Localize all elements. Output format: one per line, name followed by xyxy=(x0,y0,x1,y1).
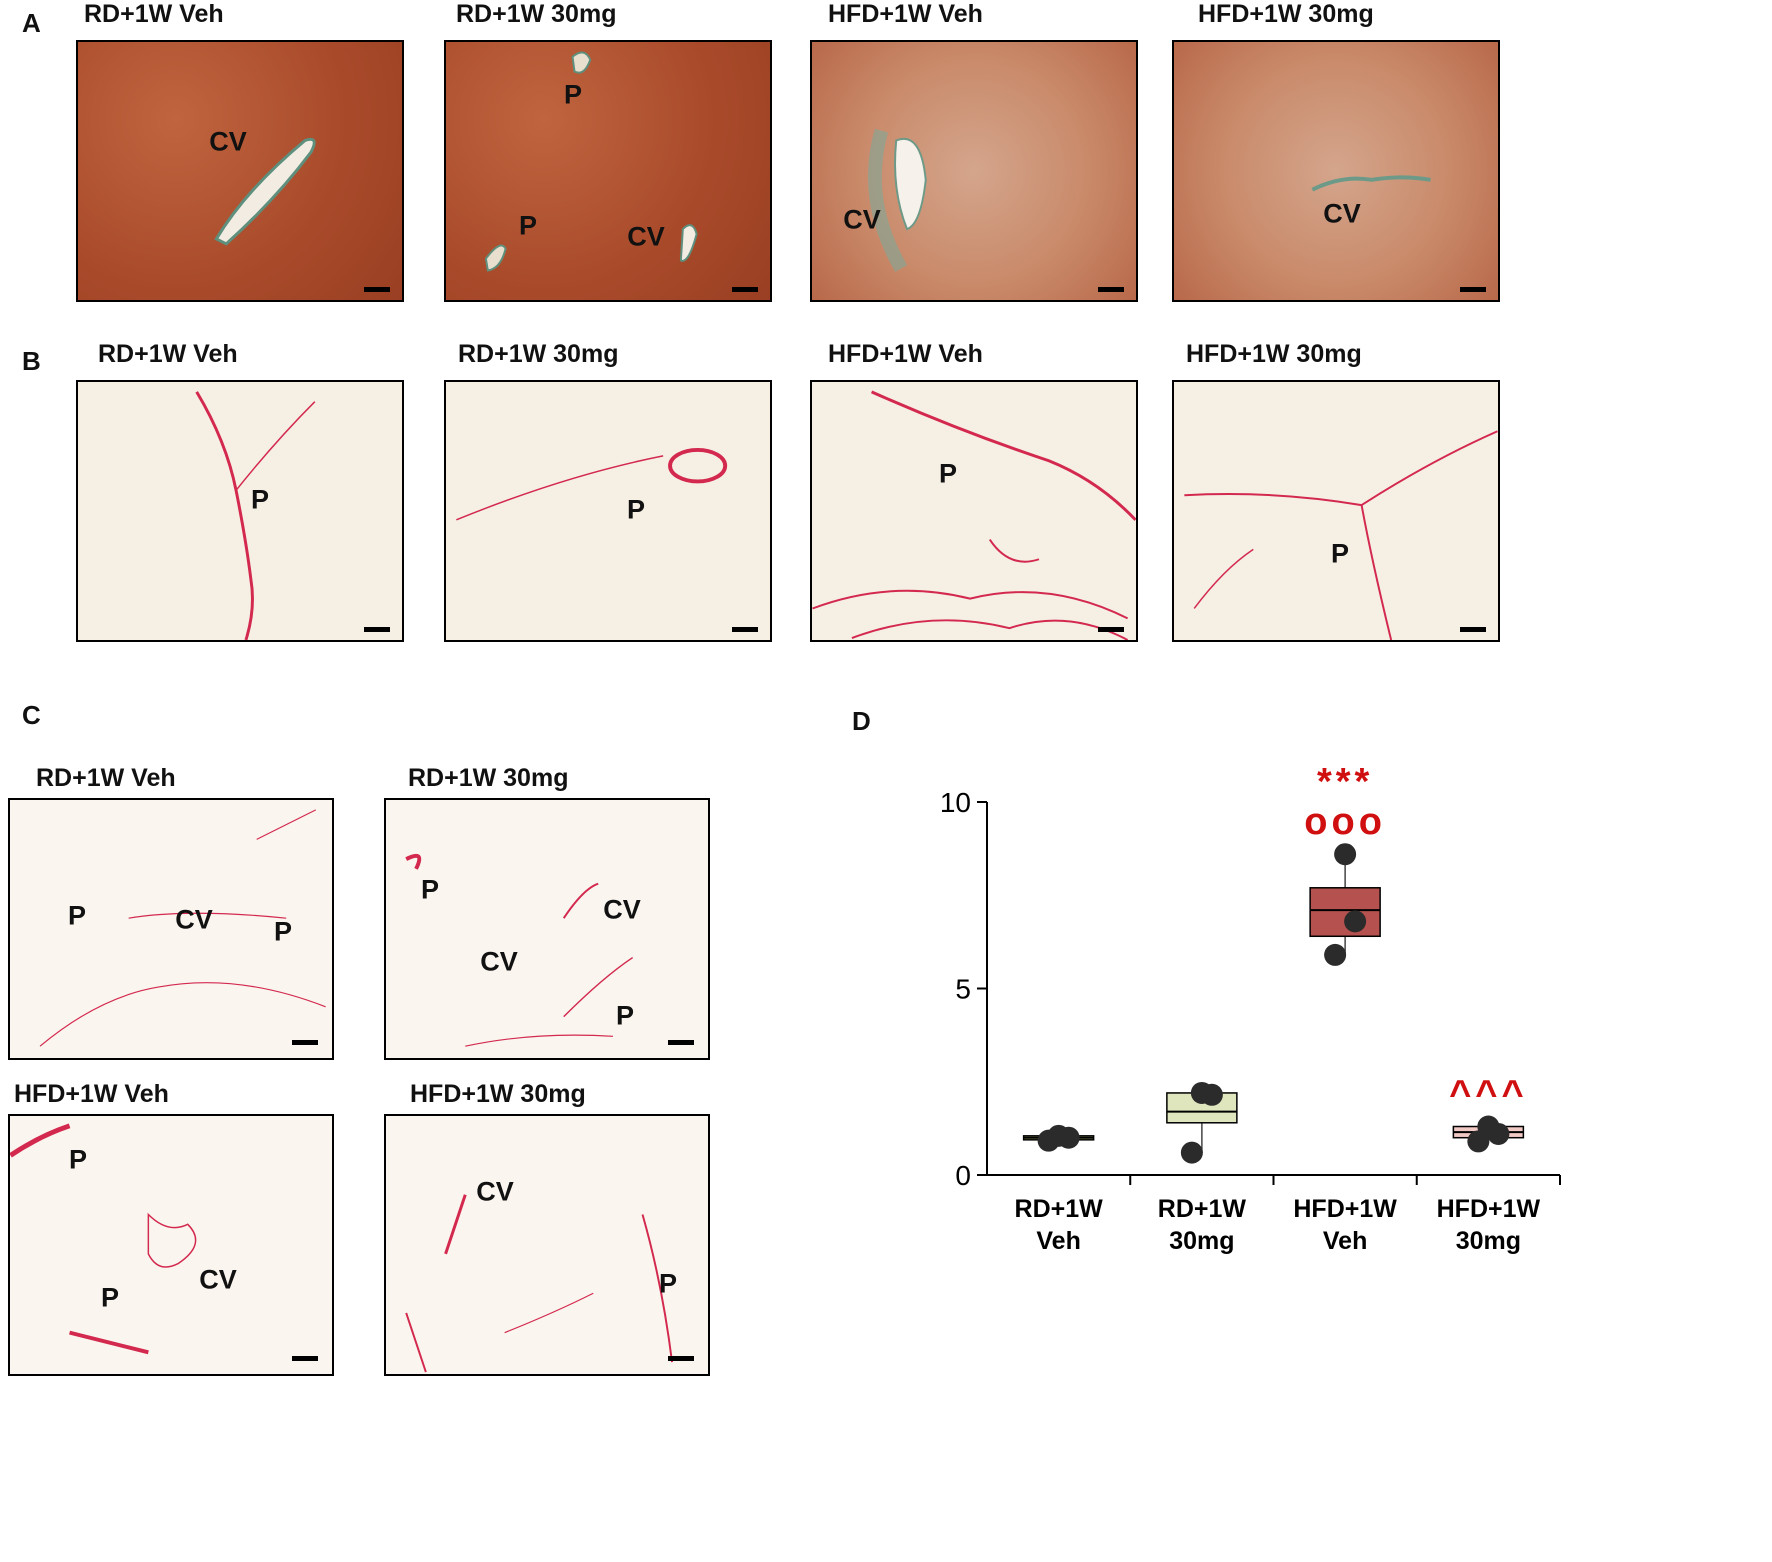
row-b-title-2: RD+1W 30mg xyxy=(458,340,619,368)
scale-bar xyxy=(292,1356,318,1361)
panel-letter-c: C xyxy=(22,700,41,730)
collagen-illustration xyxy=(39,809,326,1047)
vein-illustration xyxy=(868,128,927,272)
label-cv: CV xyxy=(175,904,213,935)
collagen-illustration xyxy=(456,447,728,521)
micrograph-a4: CV xyxy=(1172,40,1500,302)
scale-bar xyxy=(292,1040,318,1045)
row-a-title-2: RD+1W 30mg xyxy=(456,0,617,28)
label-p: P xyxy=(518,210,538,241)
significance-marker: *** xyxy=(1317,761,1373,803)
x-tick-label: RD+1W xyxy=(1158,1195,1247,1223)
micrograph-b4: P xyxy=(1172,380,1500,642)
data-point xyxy=(1334,843,1357,866)
collagen-illustration xyxy=(405,853,634,1047)
micrograph-b2: P xyxy=(444,380,772,642)
row-b-title-4: HFD+1W 30mg xyxy=(1186,340,1362,368)
micrograph-a3: CV xyxy=(810,40,1138,302)
label-p: P xyxy=(100,1282,120,1313)
scale-bar xyxy=(1098,287,1124,292)
y-tick-label: 10 xyxy=(940,787,971,818)
data-point xyxy=(1344,910,1367,933)
row-b-title-1: RD+1W Veh xyxy=(98,340,238,368)
x-tick-label: HFD+1W xyxy=(1293,1195,1397,1223)
label-cv: CV xyxy=(209,126,247,157)
x-tick-label: Veh xyxy=(1323,1227,1367,1255)
data-point xyxy=(1180,1141,1203,1164)
collagen-illustration xyxy=(10,1123,197,1355)
label-p: P xyxy=(420,874,440,905)
scale-bar xyxy=(1098,627,1124,632)
label-cv: CV xyxy=(603,894,641,925)
scale-bar xyxy=(732,627,758,632)
significance-marker: ^^^ xyxy=(1449,1074,1528,1116)
label-p: P xyxy=(615,1000,635,1031)
row-c-title-3: HFD+1W Veh xyxy=(14,1080,169,1108)
label-cv: CV xyxy=(1323,198,1361,229)
data-point xyxy=(1477,1115,1500,1138)
data-point xyxy=(1190,1081,1213,1104)
label-p: P xyxy=(563,79,583,110)
scale-bar xyxy=(732,287,758,292)
row-a-title-4: HFD+1W 30mg xyxy=(1198,0,1374,28)
scale-bar xyxy=(668,1356,694,1361)
collagen-illustration xyxy=(1184,430,1498,640)
vein-illustration xyxy=(484,51,698,272)
row-c-title-4: HFD+1W 30mg xyxy=(410,1080,586,1108)
row-b-title-3: HFD+1W Veh xyxy=(828,340,983,368)
y-tick-label: 5 xyxy=(955,974,971,1005)
label-p: P xyxy=(626,494,646,525)
label-cv: CV xyxy=(627,221,665,252)
label-cv: CV xyxy=(480,946,518,977)
data-point xyxy=(1047,1124,1070,1147)
panel-letter-d: D xyxy=(852,706,871,736)
micrograph-c2: P CV CV P xyxy=(384,798,710,1060)
micrograph-b3: P xyxy=(810,380,1138,642)
box xyxy=(1309,887,1381,938)
micrograph-a1: CV xyxy=(76,40,404,302)
label-p: P xyxy=(250,484,270,515)
row-c-title-2: RD+1W 30mg xyxy=(408,764,569,792)
micrograph-b1: P xyxy=(76,380,404,642)
x-tick-label: 30mg xyxy=(1456,1227,1521,1255)
collagen-illustration xyxy=(195,391,316,640)
x-tick-label: HFD+1W xyxy=(1437,1195,1541,1223)
x-tick-label: Veh xyxy=(1036,1227,1080,1255)
row-c-title-1: RD+1W Veh xyxy=(36,764,176,792)
collagen-illustration xyxy=(405,1194,674,1373)
label-p: P xyxy=(658,1268,678,1299)
scale-bar xyxy=(668,1040,694,1045)
micrograph-a2: P P CV xyxy=(444,40,772,302)
label-cv: CV xyxy=(843,204,881,235)
label-p: P xyxy=(67,900,87,931)
label-cv: CV xyxy=(199,1264,237,1295)
x-tick-label: 30mg xyxy=(1169,1227,1234,1255)
label-p: P xyxy=(938,458,958,489)
micrograph-c4: CV P xyxy=(384,1114,710,1376)
y-tick-label: 0 xyxy=(955,1160,971,1191)
label-p: P xyxy=(68,1144,88,1175)
row-a-title-3: HFD+1W Veh xyxy=(828,0,983,28)
panel-letter-b: B xyxy=(22,346,41,376)
data-point xyxy=(1324,943,1347,966)
panel-letter-a: A xyxy=(22,8,41,38)
fibrosis-box-plot: 0 5 10 RD+1W Veh RD+1W 30mg HFD+1W Veh HFD+1W 30mg… xyxy=(940,761,1561,1255)
scale-bar xyxy=(1460,627,1486,632)
significance-marker: ooo xyxy=(1304,801,1386,843)
x-tick-label: RD+1W xyxy=(1015,1195,1104,1223)
label-p: P xyxy=(1330,538,1350,569)
label-p: P xyxy=(273,916,293,947)
row-a-title-1: RD+1W Veh xyxy=(84,0,224,28)
collagen-illustration xyxy=(812,390,1136,640)
micrograph-c3: P CV P xyxy=(8,1114,334,1376)
label-cv: CV xyxy=(476,1176,514,1207)
vein-illustration xyxy=(1311,175,1431,192)
scale-bar xyxy=(364,287,390,292)
scale-bar xyxy=(364,627,390,632)
scale-bar xyxy=(1460,287,1486,292)
vein-illustration xyxy=(214,137,316,246)
micrograph-c1: P CV P xyxy=(8,798,334,1060)
